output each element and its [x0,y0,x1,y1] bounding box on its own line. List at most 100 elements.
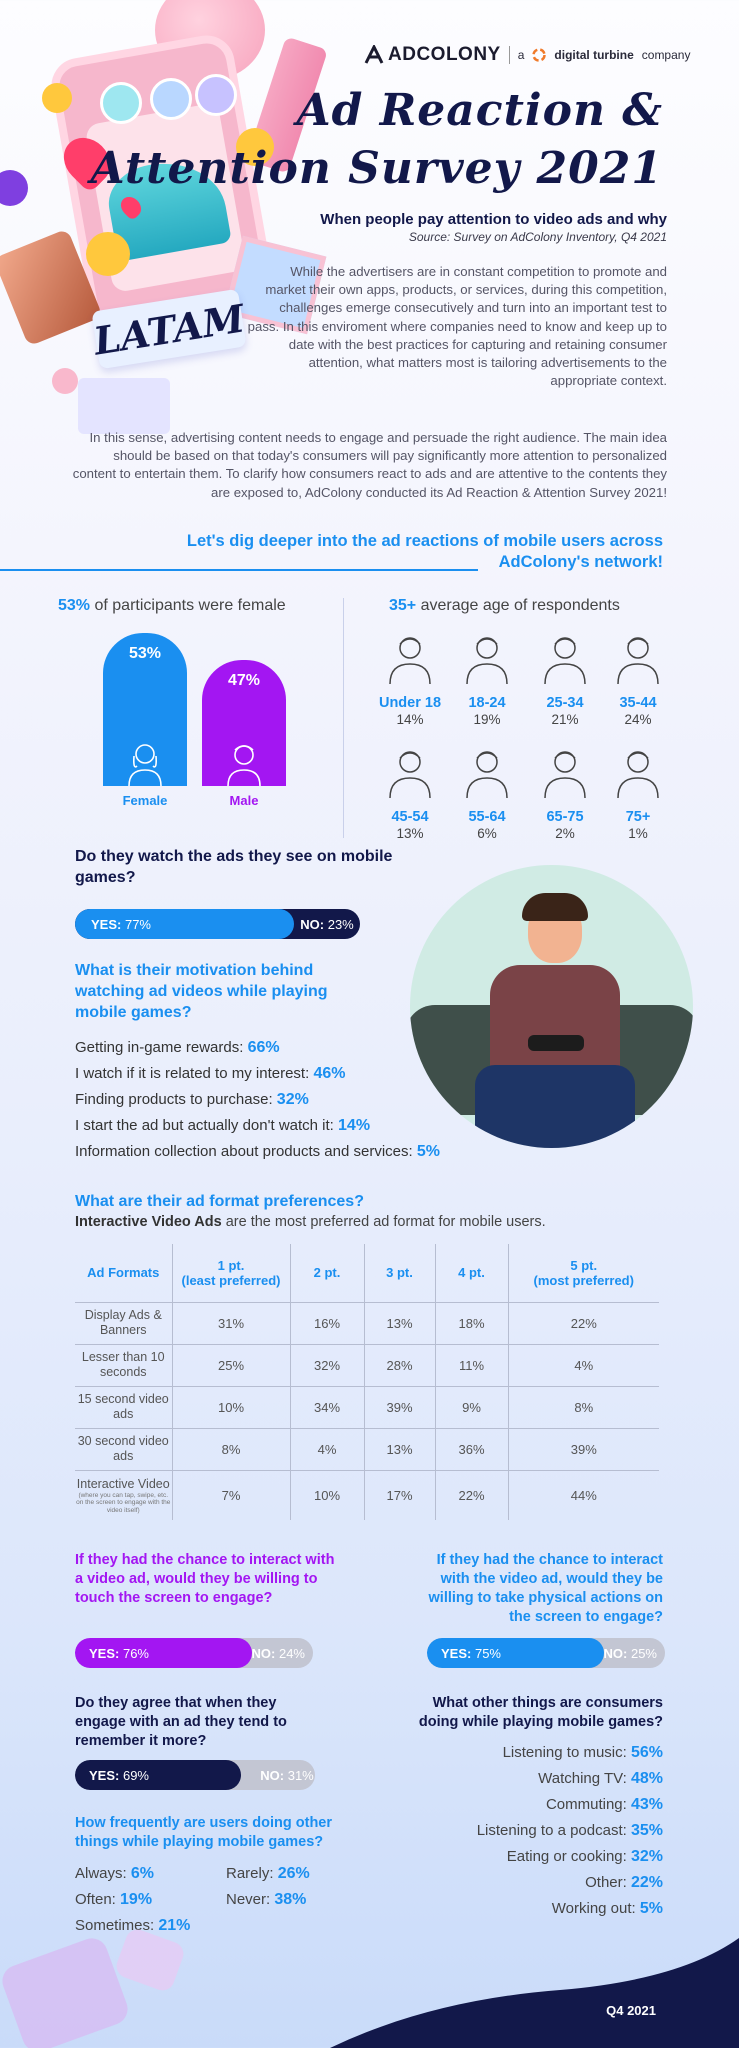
male-pct: 47% [227,672,261,689]
person-icon [466,751,508,799]
column-header-note: (least preferred) [181,1272,281,1288]
list-item: Watching TV: 48% [363,1766,663,1792]
table-row: 15 second video ads 10% 34% 39% 9% 8% [75,1385,659,1429]
no-value: 31% [287,1767,314,1783]
age-label: 35-44 [619,695,657,711]
table-cell: 7% [171,1469,291,1520]
table-cell: 13% [363,1301,436,1345]
divider [0,569,478,571]
brand-name: ADCOLONY [388,44,501,65]
item-text: Commuting: [545,1796,627,1813]
digital-turbine-icon [532,48,547,62]
divider [343,598,344,838]
formats-table-body: Display Ads & Banners 31% 16% 13% 18% 22% Less… [75,1301,659,1520]
gender-headline: 53% of participants were female [58,597,286,615]
remember-no-segment: NO: 31% [241,1760,315,1790]
age-value: 2% [555,826,575,841]
intro-paragraph-1: While the advertisers are in constant co… [247,264,667,389]
no-value: 23% [327,916,354,932]
table-cell: 31% [171,1301,291,1345]
female-bar: 53% [103,633,187,786]
formats-lead-bold: Interactive Video Ads [75,1214,222,1230]
formats-lead-rest: are the most preferred ad format for mob… [225,1214,546,1230]
avatar [195,74,237,116]
item-text: I watch if it is related to my interest: [75,1065,310,1082]
age-value: 13% [396,826,424,841]
male-bar: 47% [202,660,286,786]
other-things-list: Listening to music: 56% Watching TV: 48%… [363,1740,663,1922]
table-cell: 34% [289,1385,365,1429]
yes-label: YES: [441,1645,472,1661]
table-cell: 39% [507,1427,659,1471]
watch-yes-segment: YES: 77% [75,909,294,939]
item-value: 19% [120,1891,153,1908]
watch-no-segment: NO: 23% [294,909,360,939]
item-text: Other: [585,1874,627,1891]
person-icon [389,751,431,799]
item-value: 38% [274,1891,307,1908]
age-label: 55-64 [468,809,506,825]
section-heading: Let's dig deeper into the ad reactions o… [186,532,663,571]
watch-bar: YES: 77% NO: 23% [75,909,360,939]
item-value: 56% [630,1744,663,1761]
table-cell: 16% [289,1301,365,1345]
item-value: 35% [630,1822,663,1839]
age-headline-text: average age of respondents [420,597,620,614]
title-line-1: Ad Reaction & [296,85,663,136]
item-value: 5% [639,1900,663,1917]
table-cell: 10% [289,1469,365,1520]
list-item: I watch if it is related to my interest:… [75,1061,475,1087]
column-header: Ad Formats [75,1244,173,1303]
item-text: Getting in-game rewards: [75,1039,244,1056]
physical-no-segment: NO: 25% [604,1638,666,1668]
table-cell: 11% [434,1343,509,1387]
age-label: 25-34 [546,695,584,711]
age-label: Under 18 [378,695,442,711]
list-item: I start the ad but actually don't watch … [75,1113,475,1139]
partner-name: digital turbine [554,48,634,62]
shirt [490,965,620,1075]
avatar [150,78,192,120]
physical-yes-segment: YES: 75% [427,1638,604,1668]
heart-eyes-emoji-icon [236,128,274,166]
table-cell: 4% [289,1427,365,1471]
title-line-2: Attention Survey 2021 [90,143,663,194]
remember-bar: YES: 69% NO: 31% [75,1760,315,1790]
age-label: 45-54 [391,809,429,825]
table-row: Interactive Video (where you can tap, swi… [75,1469,659,1520]
formats-table: Ad Formats 1 pt. (least preferred) 2 pt. … [75,1244,659,1520]
age-group: Under 18 14% [370,632,450,728]
decorative-purple-orb [0,170,28,206]
game-controller-icon [528,1035,584,1051]
table-cell: 8% [171,1427,291,1471]
no-label: NO: [251,1645,276,1661]
no-label: NO: [300,916,325,932]
frequency-question: How frequently are users doing other thi… [75,1815,333,1850]
item-text: Always: [75,1865,127,1882]
list-item: Working out: 5% [363,1896,663,1922]
item-text: Often: [75,1891,116,1908]
table-cell: 8% [507,1385,659,1429]
item-text: Rarely: [226,1865,274,1882]
yes-value: 69% [122,1767,149,1783]
physical-bar: YES: 75% NO: 25% [427,1638,665,1668]
age-group: 25-34 21% [525,632,605,728]
age-value: 19% [473,712,501,727]
table-row: 30 second video ads 8% 4% 13% 36% 39% [75,1427,659,1471]
item-value: 43% [630,1796,663,1813]
table-cell: 32% [289,1343,365,1387]
column-header: 4 pt. [434,1244,509,1303]
touch-bar: YES: 76% NO: 24% [75,1638,313,1668]
heart-eyes-emoji-icon [42,83,72,113]
yes-label: YES: [91,916,122,932]
remember-question: Do they agree that when they engage with… [75,1695,287,1749]
no-label: NO: [260,1767,285,1783]
touch-question: If they had the chance to interact with … [75,1552,335,1606]
item-value: 6% [130,1865,154,1882]
list-item: Getting in-game rewards: 66% [75,1035,475,1061]
column-header-note: (most preferred) [533,1272,634,1288]
jeans [475,1065,635,1148]
row-label-text: Lesser than 10 seconds [81,1350,165,1379]
yes-value: 76% [122,1645,149,1661]
column-header-label: 5 pt. [570,1257,598,1273]
